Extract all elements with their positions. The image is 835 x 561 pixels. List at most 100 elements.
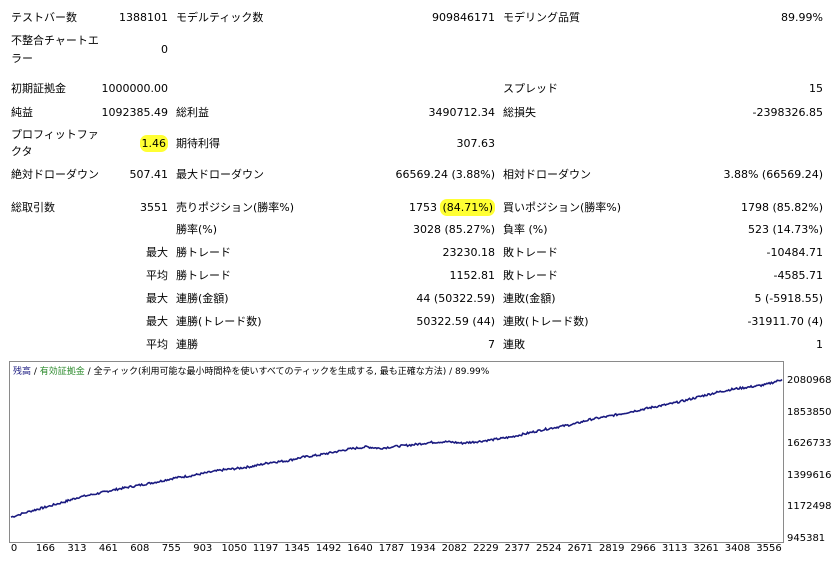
loss-rate-value: 523 (14.73%) [747,223,823,236]
expected-payoff-label: 期待利得 [176,137,220,150]
profit-factor-label-line1: プロフィットファ [11,128,99,141]
net-profit-value: 1092385.49 [101,106,168,119]
test-bars-label: テストバー数 [11,11,77,24]
consec-loss-trades-value: -31911.70 (4) [747,315,823,328]
y-tick-label: 1399616 [787,469,832,481]
x-tick-label: 1345 [284,543,310,554]
avg-win-trade-label: 勝トレード [176,269,231,282]
mismatch-value: 0 [161,43,168,56]
avg-loss-trade-value: -4585.71 [773,269,823,282]
legend-quality: 89.99% [455,367,490,377]
max-drawdown-value: 66569.24 (3.88%) [395,168,495,181]
x-tick-label: 3113 [661,543,688,554]
legend-separator: / [84,367,94,377]
test-bars-value: 1388101 [119,11,168,24]
long-positions-value: 1798 (85.82%) [740,201,823,214]
max-loss-trade-label: 敗トレード [503,246,558,259]
gross-loss-label: 総損失 [503,106,536,119]
max-win-trade-label: 勝トレード [176,246,231,259]
model-ticks-label: モデルティック数 [176,11,264,24]
model-quality-label: モデリング品質 [503,11,580,24]
max-loss-trade-value: -10484.71 [766,246,823,259]
total-trades-label: 総取引数 [11,201,55,214]
x-tick-label: 3556 [756,543,782,554]
x-tick-label: 2819 [598,543,625,554]
consec-loss-amount-label: 連敗(金額) [503,292,556,305]
max-drawdown-label: 最大ドローダウン [176,168,264,181]
gross-profit-value: 3490712.34 [428,106,495,119]
profit-factor-highlight: 1.46 [139,135,168,152]
avg-consec-loss-label: 連敗 [503,338,525,351]
consec-win-trades-label: 連勝(トレード数) [176,315,262,328]
avg-prefix-1: 平均 [146,269,168,282]
legend-equity: 有効証拠金 [39,367,85,377]
x-tick-label: 1934 [410,543,436,554]
chart-plot [10,378,783,518]
consec-win-amount-value: 44 (50322.59) [416,292,495,305]
max-win-trade-value: 23230.18 [442,246,496,259]
initial-deposit-label: 初期証拠金 [11,82,66,95]
long-positions-label: 買いポジション(勝率%) [503,201,622,214]
win-rate-label: 勝率(%) [176,223,218,236]
x-tick-label: 0 [10,543,18,554]
legend-separator: / [31,367,40,377]
relative-drawdown-label: 相対ドローダウン [503,168,591,181]
chart-legend: 残高 / 有効証拠金 / 全ティック(利用可能な最小時間枠を使いすべてのティック… [13,364,489,377]
relative-drawdown-value: 3.88% (66569.24) [723,168,823,181]
x-tick-label: 1640 [347,543,373,554]
loss-rate-label: 負率 (%) [503,223,548,236]
gross-loss-value: -2398326.85 [752,106,823,119]
x-tick-label: 313 [67,543,87,554]
max-prefix-2: 最大 [146,292,168,305]
x-tick-label: 2082 [441,543,468,554]
legend-separator: / [446,367,456,377]
max-prefix-3: 最大 [146,315,168,328]
x-tick-label: 1197 [252,543,279,554]
avg-loss-trade-label: 敗トレード [503,269,558,282]
x-tick-label: 755 [161,543,181,554]
absolute-drawdown-label: 絶対ドローダウン [11,168,99,181]
legend-method: 全ティック(利用可能な最小時間枠を使いすべてのティックを生成する, 最も正確な方… [93,367,447,377]
avg-consec-win-value: 7 [488,338,495,351]
x-tick-label: 3408 [724,543,751,554]
legend-balance: 残高 [13,367,32,377]
consec-win-amount-label: 連勝(金額) [176,292,229,305]
avg-prefix-2: 平均 [146,338,168,351]
x-tick-label: 1492 [315,543,342,554]
expected-payoff-value: 307.63 [456,137,496,150]
y-tick-label: 1172498 [787,501,832,513]
x-tick-label: 608 [130,543,150,554]
mismatch-label-line2: ラー [11,52,33,65]
consec-win-trades-value: 50322.59 (44) [416,315,495,328]
avg-win-trade-value: 1152.81 [449,269,496,282]
x-tick-label: 166 [35,543,55,554]
x-tick-label: 903 [193,543,213,554]
win-rate-value: 3028 (85.27%) [412,223,495,236]
model-quality-value: 89.99% [781,11,823,24]
spread-value: 15 [809,82,823,95]
consec-loss-trades-label: 連敗(トレード数) [503,315,589,328]
short-positions-count: 1753 [408,201,437,214]
mismatch-label-line1: 不整合チャートエ [11,34,99,47]
y-tick-label: 945381 [787,533,826,544]
total-trades-value: 3551 [140,201,168,214]
consec-loss-amount-value: 5 (-5918.55) [754,292,823,305]
model-ticks-value: 909846171 [432,11,495,24]
initial-deposit-value: 1000000.00 [101,82,168,95]
short-positions-value: 1753 (84.71%) [408,199,495,216]
net-profit-label: 純益 [11,106,33,119]
profit-factor-value: 1.46 [139,135,168,152]
x-tick-label: 2377 [504,543,531,554]
y-tick-label: 2080968 [787,375,832,386]
balance-series-line [10,378,783,518]
max-prefix-1: 最大 [146,246,168,259]
gross-profit-label: 総利益 [176,106,209,119]
absolute-drawdown-value: 507.41 [129,168,169,181]
x-tick-label: 1050 [221,543,247,554]
x-tick-label: 3261 [693,543,719,554]
x-tick-label: 1787 [378,543,405,554]
avg-consec-win-label: 連勝 [176,338,198,351]
x-tick-label: 2524 [536,543,562,554]
x-tick-label: 2671 [567,543,593,554]
balance-chart: 残高 / 有効証拠金 / 全ティック(利用可能な最小時間枠を使いすべてのティック… [9,361,784,543]
